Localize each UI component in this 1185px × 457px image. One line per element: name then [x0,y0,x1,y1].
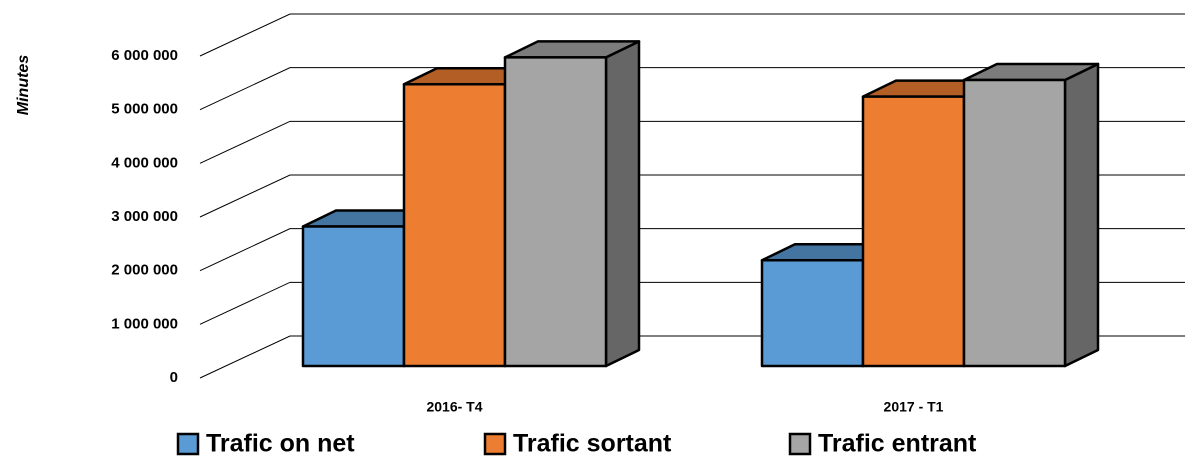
y-tick-label: 1 000 000 [111,315,178,332]
y-tick-label: 2 000 000 [111,262,178,279]
bar-face [503,56,608,368]
grid-line [199,13,1185,57]
bar-face [402,83,507,368]
legend-label: Trafic entrant [818,430,977,457]
bar-face [962,78,1067,368]
legend-swatch [788,432,812,456]
bar-face [1063,62,1100,368]
legend-swatch [483,432,507,456]
y-tick-label: 3 000 000 [111,208,178,225]
grid-line [199,67,1185,111]
y-axis-title: Minutes [15,55,32,116]
y-tick-label: 6 000 000 [111,47,178,64]
bar-face [301,225,406,368]
bar [962,62,1100,368]
x-tick-label: 2016- T4 [426,399,482,415]
y-tick-label: 5 000 000 [111,101,178,118]
y-tick-label: 4 000 000 [111,154,178,171]
bar-face [760,259,865,368]
y-tick-label: 0 [170,369,178,386]
legend-label: Trafic on net [206,430,355,457]
x-tick-label: 2017 - T1 [884,399,944,415]
bar [503,40,641,368]
bar-face [861,95,966,368]
legend-label: Trafic sortant [513,430,672,457]
legend-swatch [176,432,200,456]
bar-face [604,40,641,368]
